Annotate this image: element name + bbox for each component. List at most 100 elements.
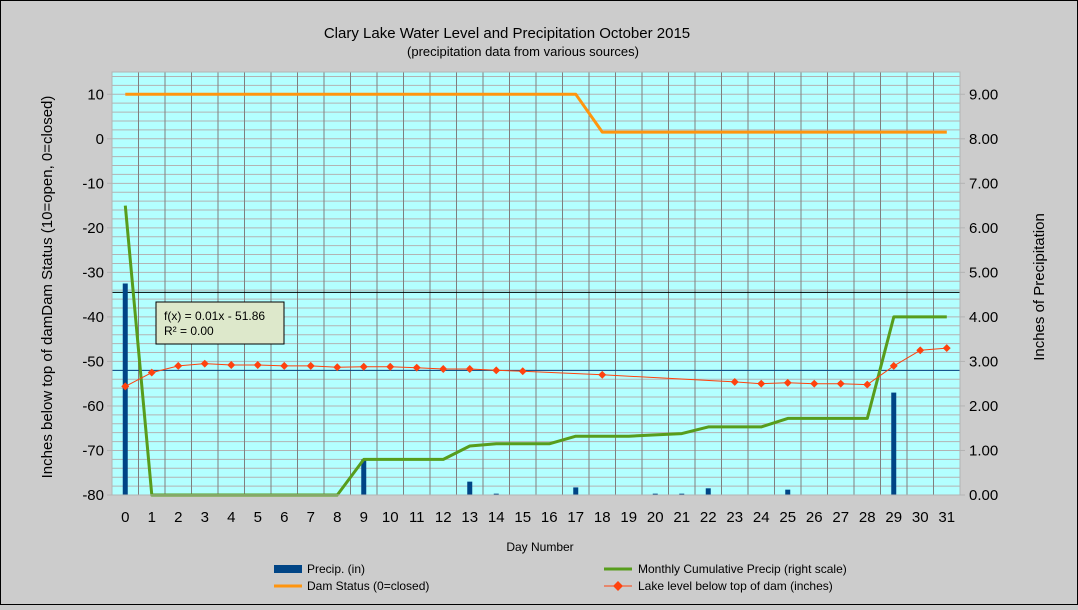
x-tick-label: 29 [885, 509, 902, 526]
lake-level-point [147, 368, 156, 377]
y-right-tick-label: 0.00 [969, 487, 998, 504]
x-tick-label: 8 [333, 509, 341, 526]
legend-label-precip: Precip. (in) [307, 562, 365, 576]
x-tick-label: 13 [461, 509, 478, 526]
x-tick-label: 12 [435, 509, 452, 526]
annotation-box [155, 301, 285, 345]
lake-level-point [465, 365, 474, 373]
lake-level-point [386, 362, 395, 371]
lake-level-point [439, 365, 448, 373]
x-tick-label: 17 [567, 509, 584, 526]
legend-label-cumulative: Monthly Cumulative Precip (right scale) [638, 562, 847, 576]
lake-level-point [889, 361, 898, 370]
legend-label-lake: Lake level below top of dam (inches) [638, 579, 833, 593]
precip-bar [891, 392, 897, 495]
y-right-tick-label: 4.00 [969, 309, 998, 326]
lake-level-point [359, 362, 368, 371]
x-tick-label: 20 [647, 509, 664, 526]
x-axis-label: Day Number [506, 540, 573, 554]
regression-annotation: f(x) = 0.01x - 51.86 R² = 0.00 [155, 301, 285, 345]
x-tick-label: 3 [201, 509, 209, 526]
x-tick-label: 7 [307, 509, 315, 526]
y-right-tick-label: 9.00 [969, 86, 998, 103]
x-tick-label: 21 [673, 509, 690, 526]
y-right-tick-label: 6.00 [969, 220, 998, 237]
y-left-tick-label: -20 [82, 220, 104, 237]
x-tick-label: 5 [254, 509, 262, 526]
x-tick-label: 28 [859, 509, 876, 526]
x-tick-label: 30 [912, 509, 929, 526]
y-right-tick-label: 2.00 [969, 398, 998, 415]
plot-border [111, 71, 961, 496]
x-tick-label: 31 [938, 509, 955, 526]
x-tick-label: 2 [174, 509, 182, 526]
lake-level-point [492, 366, 501, 375]
x-tick-label: 4 [227, 509, 235, 526]
lake-level-point [598, 370, 607, 379]
y-axis-right-label: Inches of Precipitation [1031, 213, 1048, 361]
axes: 100-10-20-30-40-50-60-70-809.008.007.006… [82, 86, 998, 526]
y-left-tick-label: -80 [82, 487, 104, 504]
y-right-tick-label: 8.00 [969, 131, 998, 148]
chart-subtitle: (precipitation data from various sources… [407, 44, 639, 59]
x-tick-label: 27 [832, 509, 849, 526]
x-tick-label: 26 [806, 509, 823, 526]
y-right-tick-label: 1.00 [969, 442, 998, 459]
dam-status-line [125, 92, 947, 134]
x-tick-label: 14 [488, 509, 505, 526]
legend: Precip. (in) Monthly Cumulative Precip (… [274, 562, 847, 593]
x-tick-label: 23 [726, 509, 743, 526]
lake-level-point [280, 361, 289, 370]
lake-level-point [306, 361, 315, 370]
lake-level-line [125, 347, 947, 387]
precip-bar [573, 487, 579, 495]
plot-area [111, 71, 961, 497]
precip-bar [679, 493, 685, 495]
y-axis-left-label: Inches below top of damDam Status (10=op… [39, 96, 56, 479]
annotation-line-2: R² = 0.00 [164, 324, 214, 338]
y-left-tick-label: -10 [82, 175, 104, 192]
precip-bar [785, 489, 791, 495]
y-left-tick-label: 0 [96, 131, 104, 148]
lake-level-point [174, 361, 183, 370]
precip-bar [361, 459, 367, 495]
precip-bar [705, 488, 711, 495]
y-left-tick-label: -30 [82, 264, 104, 281]
chart-title: Clary Lake Water Level and Precipitation… [324, 25, 690, 42]
y-left-tick-label: -70 [82, 442, 104, 459]
lake-level-point [227, 361, 236, 369]
x-tick-label: 15 [514, 509, 531, 526]
x-tick-label: 1 [148, 509, 156, 526]
lake-level-point [412, 363, 421, 372]
legend-label-dam: Dam Status (0=closed) [307, 579, 429, 593]
y-left-tick-label: 10 [87, 86, 104, 103]
precip-bar [652, 493, 658, 495]
x-tick-label: 24 [753, 509, 770, 526]
annotation-line-1: f(x) = 0.01x - 51.86 [164, 309, 265, 323]
x-tick-label: 19 [620, 509, 637, 526]
x-tick-label: 22 [700, 509, 717, 526]
y-left-tick-label: -60 [82, 398, 104, 415]
x-tick-label: 0 [121, 509, 129, 526]
precip-bar [467, 481, 473, 495]
lake-level-point [942, 344, 951, 353]
lake-level-point [333, 363, 342, 372]
x-tick-label: 25 [779, 509, 796, 526]
y-left-tick-label: -50 [82, 353, 104, 370]
legend-swatch-precip [274, 565, 302, 573]
x-tick-label: 6 [280, 509, 288, 526]
legend-swatch-lake-marker [613, 581, 623, 591]
x-tick-label: 10 [382, 509, 399, 526]
y-right-tick-label: 7.00 [969, 175, 998, 192]
x-tick-label: 18 [594, 509, 611, 526]
lake-level-point [730, 377, 739, 386]
x-tick-label: 9 [360, 509, 368, 526]
y-right-tick-label: 3.00 [969, 353, 998, 370]
y-left-tick-label: -40 [82, 309, 104, 326]
x-tick-label: 11 [409, 509, 425, 526]
lake-level-point [200, 359, 209, 368]
x-tick-label: 16 [541, 509, 558, 526]
y-right-tick-label: 5.00 [969, 264, 998, 281]
